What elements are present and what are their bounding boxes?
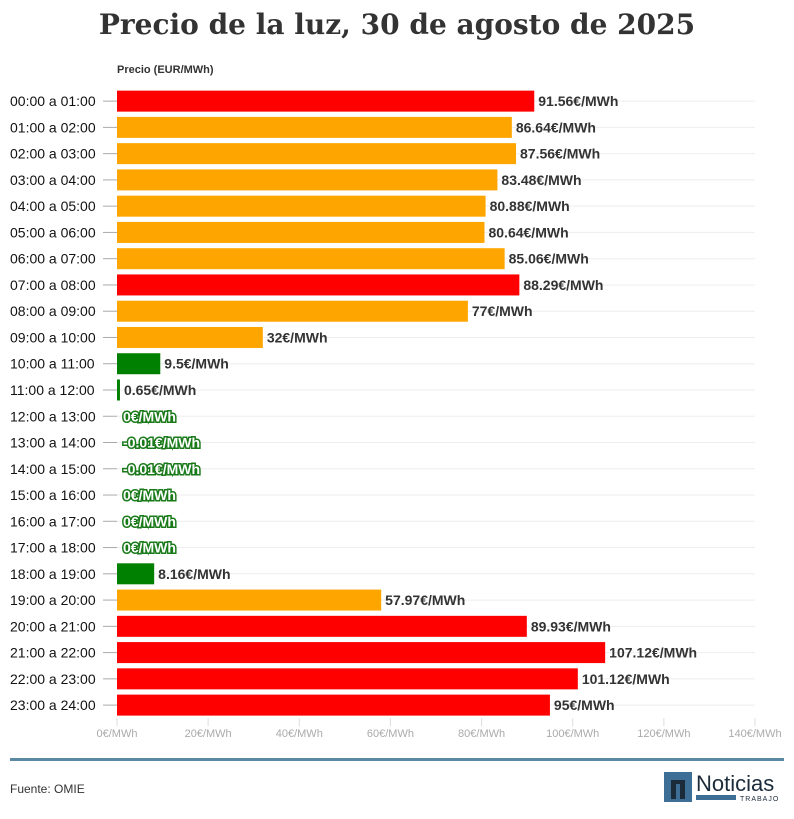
bar (117, 379, 120, 401)
bar (117, 694, 550, 716)
category-label: 03:00 a 04:00 (10, 172, 96, 188)
data-label: 0€/MWh (123, 487, 176, 503)
svg-text:TRABAJO: TRABAJO (740, 796, 779, 803)
category-label: 21:00 a 22:00 (10, 645, 96, 661)
category-label: 00:00 a 01:00 (10, 93, 96, 109)
bar-chart: Precio (EUR/MWh) 0€/MWh 20€/MWh 40€/MWh 60€… (10, 64, 782, 740)
data-label: 32€/MWh (267, 329, 328, 345)
chart-title: Precio de la luz, 30 de agosto de 2025 (98, 8, 696, 41)
category-label: 20:00 a 21:00 (10, 618, 96, 634)
data-label: 88.29€/MWh (523, 277, 603, 293)
data-label: 91.56€/MWh (538, 93, 618, 109)
category-label: 19:00 a 20:00 (10, 592, 96, 608)
category-label: 18:00 a 19:00 (10, 566, 96, 582)
divider (10, 758, 784, 761)
data-label: 57.97€/MWh (385, 592, 465, 608)
data-label: 80.88€/MWh (490, 198, 570, 214)
source-note: Fuente: OMIE (10, 782, 85, 796)
data-label: 85.06€/MWh (509, 251, 589, 267)
category-label: 11:00 a 12:00 (10, 382, 95, 398)
category-label: 01:00 a 02:00 (10, 119, 96, 135)
data-label: 89.93€/MWh (531, 618, 611, 634)
x-tick-label: 80€/MWh (458, 728, 505, 740)
category-label: 06:00 a 07:00 (10, 251, 96, 267)
x-tick-label: 100€/MWh (546, 728, 599, 740)
category-label: 13:00 a 14:00 (10, 435, 96, 451)
bar (117, 589, 382, 611)
svg-text:Noticias: Noticias (696, 771, 774, 796)
x-tick-label: 140€/MWh (728, 728, 781, 740)
data-label: 83.48€/MWh (501, 172, 581, 188)
bar (117, 143, 517, 165)
x-tick-label: 40€/MWh (276, 728, 323, 740)
category-label: 14:00 a 15:00 (10, 461, 96, 477)
bar (117, 563, 155, 585)
data-label: -0.01€/MWh (123, 435, 200, 451)
bar (117, 668, 578, 690)
data-label: 0€/MWh (123, 408, 176, 424)
category-label: 12:00 a 13:00 (10, 408, 96, 424)
data-label: 86.64€/MWh (516, 119, 596, 135)
category-label: 23:00 a 24:00 (10, 697, 96, 713)
x-tick-label: 60€/MWh (367, 728, 414, 740)
category-label: 17:00 a 18:00 (10, 540, 96, 556)
data-label: 0.65€/MWh (124, 382, 196, 398)
bar (117, 642, 606, 664)
x-tick-label: 0€/MWh (97, 728, 138, 740)
data-label: 0€/MWh (123, 513, 176, 529)
category-label: 07:00 a 08:00 (10, 277, 96, 293)
bar (117, 169, 498, 191)
data-label: 9.5€/MWh (164, 356, 229, 372)
data-label: 87.56€/MWh (520, 146, 600, 162)
x-tick-label: 20€/MWh (185, 728, 232, 740)
category-label: 15:00 a 16:00 (10, 487, 96, 503)
bar (117, 300, 468, 322)
data-label: 80.64€/MWh (488, 224, 568, 240)
category-label: 05:00 a 06:00 (10, 224, 96, 240)
category-label: 09:00 a 10:00 (10, 329, 96, 345)
x-tick-label: 120€/MWh (637, 728, 690, 740)
noticias-trabajo-logo: Noticias TRABAJO (664, 771, 779, 803)
data-label: 8.16€/MWh (158, 566, 230, 582)
category-label: 02:00 a 03:00 (10, 146, 96, 162)
bar (117, 248, 505, 270)
data-label: 77€/MWh (472, 303, 533, 319)
category-label: 04:00 a 05:00 (10, 198, 96, 214)
bar (117, 326, 263, 348)
category-label: 08:00 a 09:00 (10, 303, 96, 319)
axis-label: Precio (EUR/MWh) (117, 64, 214, 76)
data-label: -0.01€/MWh (123, 461, 200, 477)
bar (117, 195, 486, 217)
data-label: 107.12€/MWh (609, 645, 697, 661)
bar (117, 274, 520, 296)
bar (117, 353, 161, 375)
category-label: 10:00 a 11:00 (10, 356, 95, 372)
data-label: 101.12€/MWh (582, 671, 670, 687)
bar (117, 221, 485, 243)
bar (117, 615, 527, 637)
bar (117, 116, 512, 138)
category-label: 22:00 a 23:00 (10, 671, 96, 687)
category-label: 16:00 a 17:00 (10, 513, 96, 529)
data-label: 0€/MWh (123, 540, 176, 556)
data-label: 95€/MWh (554, 697, 615, 713)
bar (117, 90, 535, 112)
